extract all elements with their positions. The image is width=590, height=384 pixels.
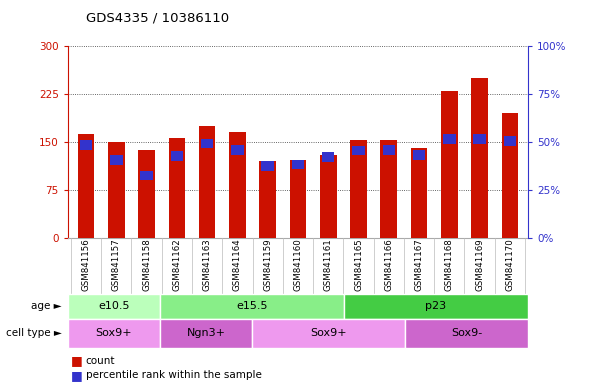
Bar bbox=[160, 319, 252, 348]
Text: GSM841158: GSM841158 bbox=[142, 238, 151, 291]
Text: GSM841167: GSM841167 bbox=[415, 238, 424, 291]
Bar bbox=[350, 140, 367, 238]
Bar bbox=[411, 149, 427, 238]
Text: e10.5: e10.5 bbox=[98, 301, 130, 311]
Text: GSM841170: GSM841170 bbox=[506, 238, 514, 291]
Bar bbox=[260, 161, 276, 238]
Text: p23: p23 bbox=[425, 301, 447, 311]
Bar bbox=[80, 141, 92, 150]
Text: Sox9+: Sox9+ bbox=[96, 328, 132, 338]
Text: count: count bbox=[86, 356, 115, 366]
Text: GSM841160: GSM841160 bbox=[293, 238, 303, 291]
Bar bbox=[78, 134, 94, 238]
Bar bbox=[405, 319, 528, 348]
Text: GSM841169: GSM841169 bbox=[475, 238, 484, 291]
Bar bbox=[471, 78, 488, 238]
Bar bbox=[171, 151, 183, 161]
Bar bbox=[68, 319, 160, 348]
Text: GSM841166: GSM841166 bbox=[384, 238, 394, 291]
Bar bbox=[320, 155, 336, 238]
Text: GSM841162: GSM841162 bbox=[172, 238, 181, 291]
Bar bbox=[160, 294, 344, 319]
Bar bbox=[322, 152, 335, 162]
Bar bbox=[169, 137, 185, 238]
Text: GSM841163: GSM841163 bbox=[202, 238, 212, 291]
Bar bbox=[413, 150, 425, 160]
Text: GSM841165: GSM841165 bbox=[354, 238, 363, 291]
Text: percentile rank within the sample: percentile rank within the sample bbox=[86, 370, 261, 380]
Bar bbox=[382, 145, 395, 155]
Text: GSM841164: GSM841164 bbox=[233, 238, 242, 291]
Text: GSM841168: GSM841168 bbox=[445, 238, 454, 291]
Bar bbox=[441, 91, 458, 238]
Text: GSM841159: GSM841159 bbox=[263, 238, 272, 291]
Text: e15.5: e15.5 bbox=[236, 301, 268, 311]
Text: cell type ►: cell type ► bbox=[6, 328, 62, 338]
Bar bbox=[110, 155, 123, 165]
Bar bbox=[352, 146, 365, 155]
Text: ■: ■ bbox=[71, 369, 83, 382]
Bar bbox=[201, 139, 214, 148]
Text: Sox9-: Sox9- bbox=[451, 328, 482, 338]
Text: GSM841157: GSM841157 bbox=[112, 238, 121, 291]
Bar bbox=[344, 294, 528, 319]
Bar bbox=[291, 160, 304, 169]
Bar bbox=[231, 145, 244, 155]
Bar bbox=[381, 140, 397, 238]
Text: GSM841161: GSM841161 bbox=[324, 238, 333, 291]
Text: ■: ■ bbox=[71, 354, 83, 367]
Text: GSM841156: GSM841156 bbox=[81, 238, 90, 291]
Text: GDS4335 / 10386110: GDS4335 / 10386110 bbox=[86, 12, 229, 25]
Bar bbox=[502, 113, 518, 238]
Bar bbox=[199, 126, 215, 238]
Text: Ngn3+: Ngn3+ bbox=[186, 328, 225, 338]
Bar bbox=[443, 134, 455, 144]
Bar bbox=[252, 319, 405, 348]
Bar bbox=[68, 294, 160, 319]
Bar bbox=[504, 136, 516, 146]
Bar bbox=[229, 132, 245, 238]
Text: Sox9+: Sox9+ bbox=[310, 328, 347, 338]
Text: age ►: age ► bbox=[31, 301, 62, 311]
Bar bbox=[140, 170, 153, 180]
Bar bbox=[138, 150, 155, 238]
Bar bbox=[261, 161, 274, 170]
Bar bbox=[290, 160, 306, 238]
Bar bbox=[473, 134, 486, 144]
Bar bbox=[108, 142, 124, 238]
